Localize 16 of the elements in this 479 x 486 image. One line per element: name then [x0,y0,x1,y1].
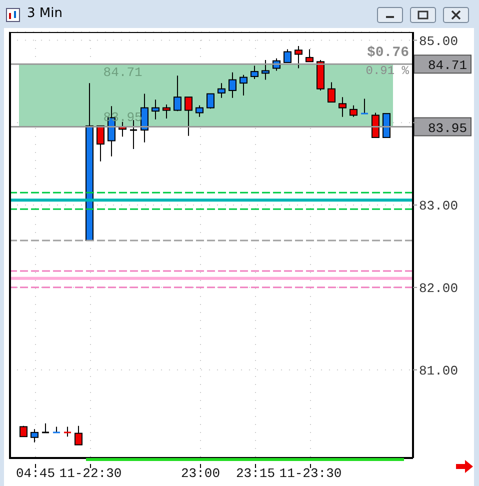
y-tick-label: 83.00 [419,198,458,214]
y-tick-label: 82.00 [419,281,458,296]
y-tick-label: 81.00 [419,363,458,378]
x-tick-label: 11-22:30 [59,466,122,481]
x-tick-label: 23:15 [236,466,276,481]
x-tick-label: 04:45 [16,466,56,481]
candlestick [130,120,137,150]
annotation: $0.76 [366,45,409,62]
x-tick-label: 23:00 [180,466,220,481]
ref-line-label: 84.71 [428,58,468,74]
ref-line-label: 83.95 [428,120,467,136]
chart-title: 3 Min [27,6,62,21]
y-tick-label: 85.00 [419,34,458,49]
annotation: 84.71 [103,65,142,80]
x-tick-label: 11-23:30 [279,466,342,481]
candlestick [361,98,368,114]
